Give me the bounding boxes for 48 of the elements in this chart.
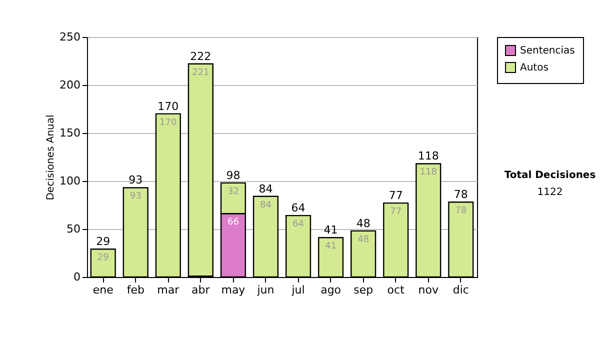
- total-label: 118: [418, 150, 439, 163]
- data-label: 221: [192, 68, 210, 78]
- y-tick-label: 150: [60, 126, 80, 140]
- data-label: 77: [390, 207, 402, 218]
- legend-label: Sentencias: [520, 46, 575, 56]
- y-axis-title: Decisiones Anual: [46, 114, 57, 200]
- x-tick-label: jul: [290, 284, 305, 296]
- total-label: 29: [96, 235, 110, 248]
- data-label: 64: [292, 220, 304, 230]
- total-label: 41: [324, 224, 338, 237]
- legend-label: Autos: [520, 62, 548, 74]
- y-tick-label: 200: [60, 78, 80, 92]
- total-label: 93: [128, 174, 143, 187]
- x-tick-label: jun: [256, 284, 274, 296]
- text: Total Decisiones: [503, 170, 597, 181]
- y-tick-label: 0: [74, 270, 80, 284]
- data-label: 41: [325, 242, 337, 252]
- total-label: 222: [190, 50, 212, 63]
- x-tick-label: oct: [387, 284, 406, 296]
- x-tick-label: sep: [354, 284, 374, 296]
- x-tick-label: mar: [157, 284, 180, 296]
- x-tick-label: may: [221, 284, 246, 296]
- data-label: 66: [227, 218, 240, 228]
- x-tick-label: ene: [92, 284, 114, 296]
- total-label: 170: [158, 100, 179, 113]
- x-tick-label: feb: [126, 284, 144, 296]
- data-label: 170: [160, 118, 178, 128]
- data-label: 84: [260, 200, 272, 210]
- data-label: 78: [455, 206, 467, 216]
- total-label: 98: [226, 168, 240, 182]
- total-label: 78: [454, 188, 468, 202]
- text: 1122: [536, 187, 564, 198]
- total-label: 48: [356, 216, 370, 230]
- x-tick-label: nov: [418, 284, 439, 296]
- y-tick-label: 250: [60, 30, 80, 44]
- data-label: 29: [97, 253, 110, 264]
- x-tick-label: ago: [320, 284, 342, 296]
- data-label: 32: [227, 186, 239, 197]
- data-label: 48: [358, 234, 370, 245]
- data-label: 93: [130, 192, 142, 202]
- y-tick-label: 50: [66, 222, 80, 236]
- data-label: 118: [420, 168, 438, 178]
- total-label: 84: [258, 182, 273, 196]
- total-label: 77: [388, 189, 403, 202]
- x-tick-label: dic: [452, 284, 469, 296]
- total-label: 64: [291, 202, 306, 215]
- y-tick-label: 100: [60, 174, 80, 188]
- x-tick-label: abr: [192, 284, 210, 296]
